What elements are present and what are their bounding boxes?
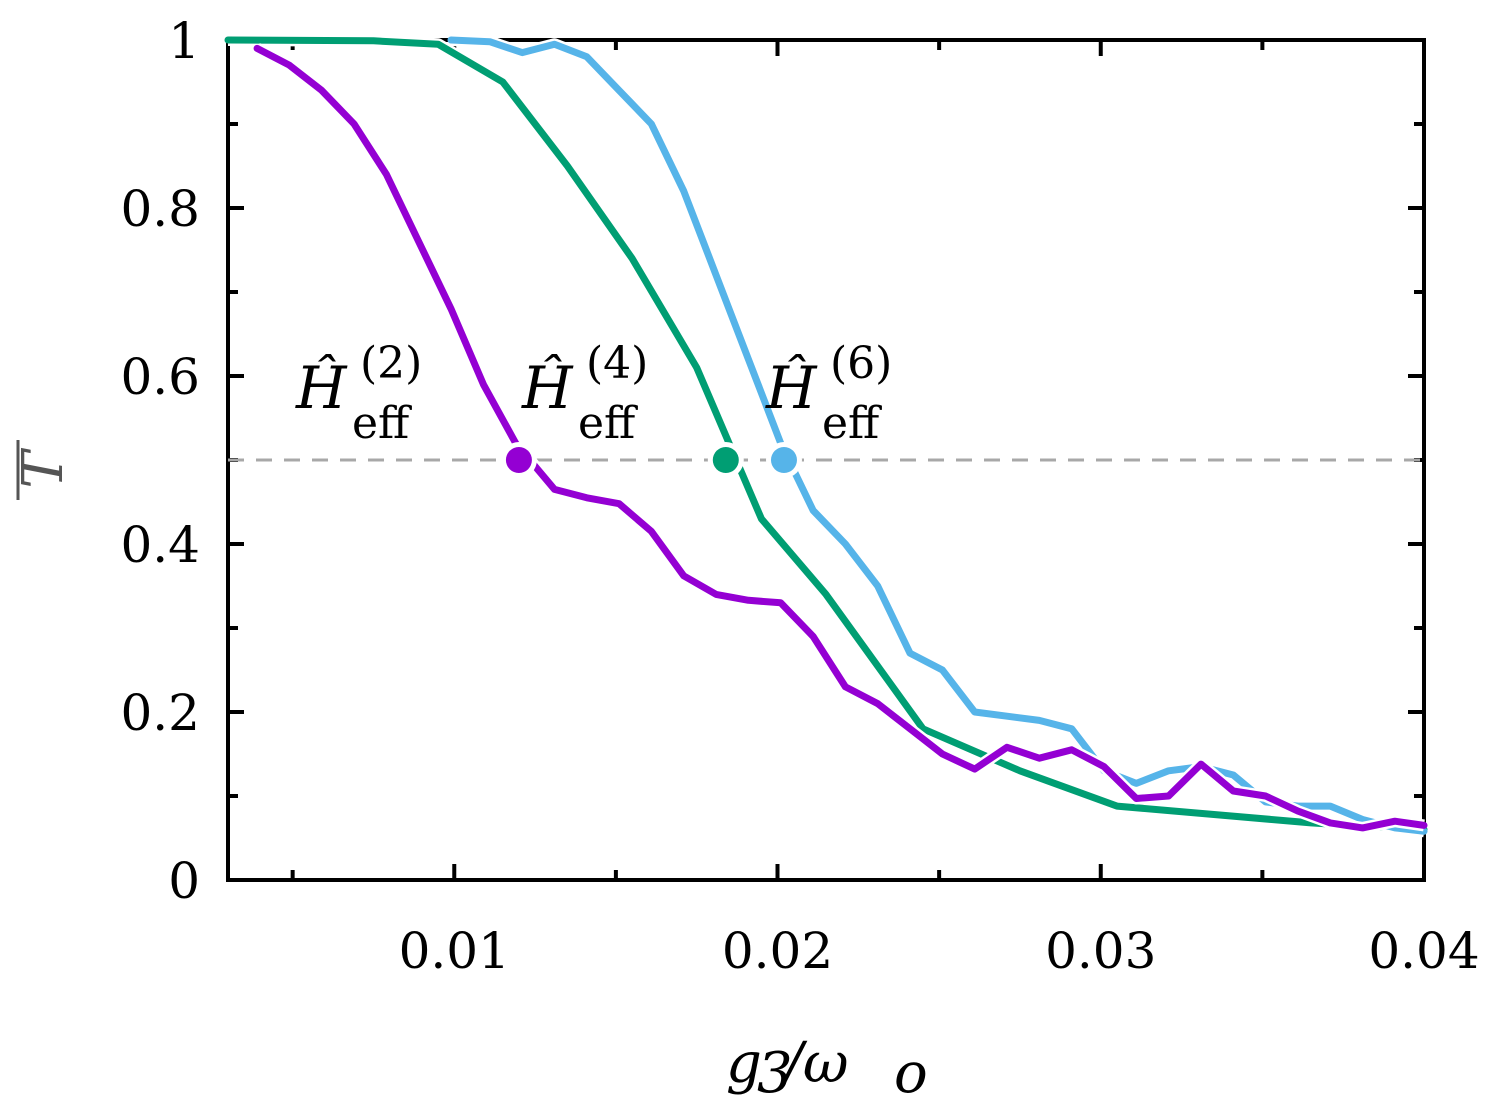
x-axis-label-sub2: o bbox=[894, 1041, 928, 1104]
annotation-superscript: (2) bbox=[360, 338, 422, 389]
x-tick-label: 0.04 bbox=[1368, 922, 1479, 980]
annotation-subscript: eff bbox=[822, 398, 882, 449]
annotation-heff-4: Ĥ (4) eff bbox=[521, 338, 648, 449]
y-tick-label: 0 bbox=[168, 852, 200, 910]
y-tick-label: 0.8 bbox=[120, 180, 200, 238]
y-tick-label: 0.4 bbox=[120, 516, 200, 574]
marker-heff-4- bbox=[712, 447, 739, 473]
annotation-subscript: eff bbox=[578, 398, 638, 449]
x-axis-label-sub: 3 bbox=[757, 1041, 793, 1104]
x-tick-label: 0.01 bbox=[399, 922, 510, 980]
x-tick-label: 0.02 bbox=[722, 922, 833, 980]
series-line-heff-2- bbox=[253, 44, 1428, 832]
x-tick-label: 0.03 bbox=[1045, 922, 1156, 980]
marker-heff-2- bbox=[505, 447, 532, 473]
annotation-heff-6: Ĥ (6) eff bbox=[765, 338, 892, 449]
y-tick-label: 0.6 bbox=[120, 348, 200, 406]
x-axis-label-slash: /ω bbox=[779, 1031, 849, 1096]
annotation-superscript: (4) bbox=[586, 338, 648, 389]
annotation-base: Ĥ bbox=[295, 354, 348, 422]
x-tick-labels: 0.01 0.02 0.03 0.04 bbox=[399, 922, 1480, 980]
x-axis-label-main: g bbox=[726, 1031, 762, 1096]
annotation-heff-2: Ĥ (2) eff bbox=[295, 338, 422, 449]
annotation-base: Ĥ bbox=[765, 354, 818, 422]
tick-marks bbox=[228, 38, 1426, 882]
y-tick-label: 1 bbox=[168, 12, 200, 70]
series-group bbox=[224, 34, 1428, 838]
markers-group bbox=[500, 442, 802, 478]
annotation-superscript: (6) bbox=[830, 338, 892, 389]
annotation-subscript: eff bbox=[352, 398, 412, 449]
series-line-heff-4- bbox=[224, 36, 1428, 834]
marker-heff-6- bbox=[770, 447, 797, 473]
y-tick-label: 0.2 bbox=[120, 684, 200, 742]
y-tick-labels: 0 0.2 0.4 0.6 0.8 1 bbox=[120, 12, 200, 910]
y-axis-label: T bbox=[11, 440, 76, 500]
y-axis-label-main: T bbox=[11, 448, 76, 489]
x-axis-label: g 3 /ω o bbox=[726, 1031, 928, 1104]
annotation-base: Ĥ bbox=[521, 354, 574, 422]
